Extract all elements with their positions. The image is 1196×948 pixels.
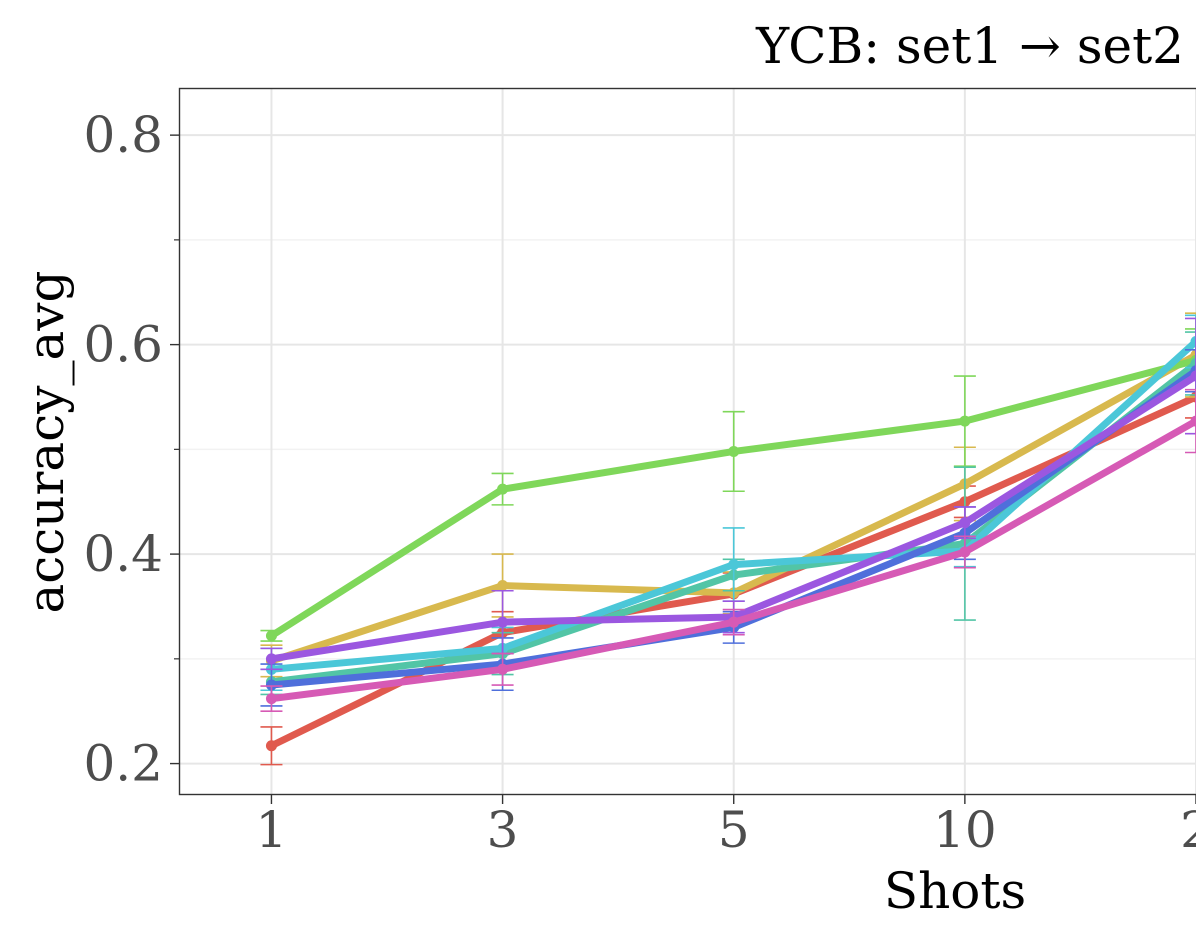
data-point xyxy=(728,616,740,628)
series-layer xyxy=(260,312,1196,766)
data-point xyxy=(265,740,277,752)
data-point xyxy=(265,653,277,665)
x-tick-label: 10 xyxy=(933,801,997,859)
data-point xyxy=(265,693,277,705)
data-point xyxy=(959,517,971,529)
data-point xyxy=(959,546,971,558)
data-point xyxy=(959,415,971,427)
x-tick-label: 5 xyxy=(718,801,750,859)
data-point xyxy=(1190,335,1196,347)
x-axis-title: Shots xyxy=(884,862,1026,920)
x-tick-label: 2 xyxy=(1180,801,1196,859)
chart-title: YCB: set1 → set2 xyxy=(755,17,1184,75)
data-point xyxy=(728,445,740,457)
series-3 xyxy=(260,328,1196,642)
x-axis-ticks: 1 3 5 10 2 xyxy=(256,795,1196,859)
data-point xyxy=(728,559,740,571)
data-point xyxy=(1190,370,1196,382)
y-axis-ticks: 0.2 0.4 0.6 0.8 xyxy=(83,106,179,793)
x-tick-label: 3 xyxy=(487,801,519,859)
data-point xyxy=(497,580,509,592)
y-axis-title: accuracy_avg xyxy=(17,270,75,613)
data-point xyxy=(497,616,509,628)
series-8 xyxy=(260,388,1196,713)
x-tick-label: 1 xyxy=(256,801,288,859)
y-tick-label: 0.2 xyxy=(83,735,163,793)
data-point xyxy=(265,630,277,642)
grid-lines xyxy=(179,88,1196,795)
data-point xyxy=(497,483,509,495)
plot-frame xyxy=(178,87,1196,796)
y-tick-label: 0.8 xyxy=(83,106,163,164)
y-tick-label: 0.4 xyxy=(83,525,163,583)
y-tick-label: 0.6 xyxy=(83,316,163,374)
data-point xyxy=(265,679,277,691)
data-point xyxy=(1190,415,1196,427)
data-point xyxy=(497,663,509,675)
